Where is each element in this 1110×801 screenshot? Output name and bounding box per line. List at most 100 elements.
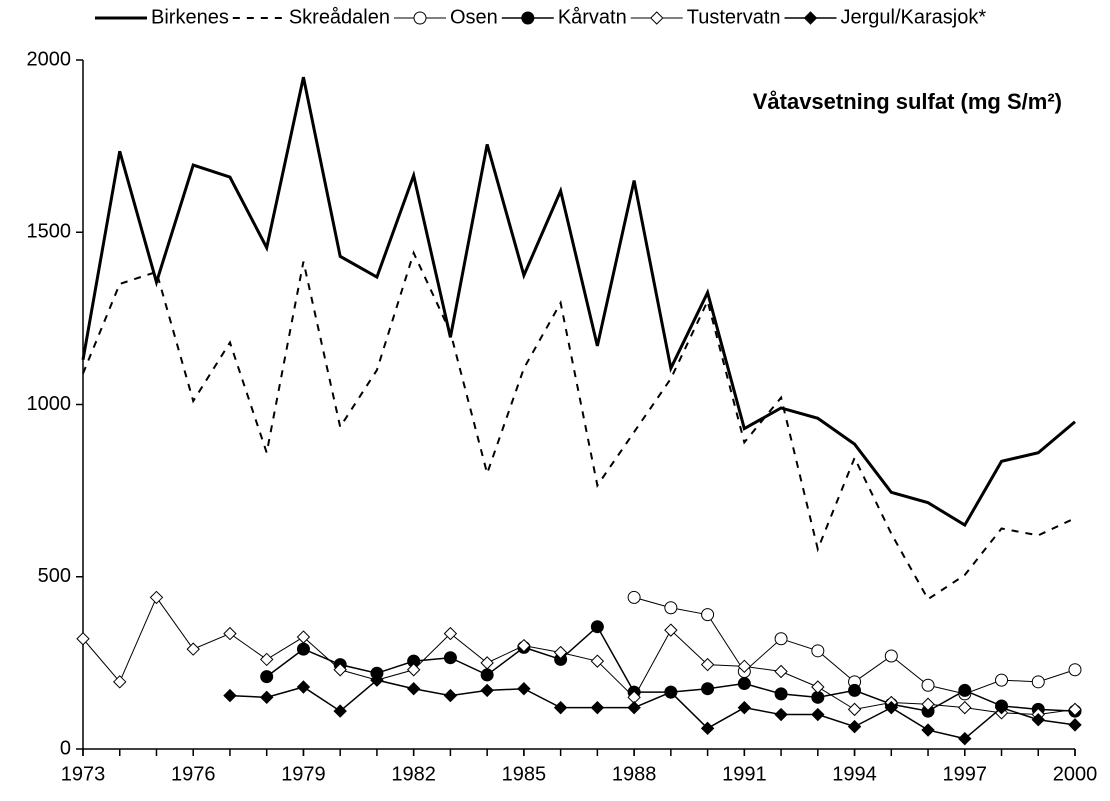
legend-entry: Osen: [394, 6, 498, 28]
point: [590, 620, 604, 634]
point: [921, 678, 935, 692]
point: [480, 683, 494, 698]
point: [443, 688, 458, 703]
legend-marker: [650, 11, 664, 25]
point: [664, 623, 678, 637]
point: [700, 657, 715, 672]
point: [443, 626, 458, 641]
point: [848, 683, 862, 697]
series-line: [81, 76, 1076, 528]
point: [259, 652, 274, 667]
y-tick-label: 2000: [27, 48, 72, 70]
point: [1068, 663, 1082, 677]
legend-label: Skreådalen: [289, 6, 390, 28]
point: [664, 601, 678, 615]
legend-label: Tustervatn: [687, 6, 781, 28]
point: [149, 590, 164, 605]
point: [296, 680, 311, 694]
point: [847, 719, 862, 734]
x-tick-label: 1976: [171, 763, 216, 785]
legend-label: Birkenes: [151, 6, 229, 28]
point: [113, 675, 127, 689]
point: [480, 656, 494, 670]
point: [737, 659, 752, 674]
legend-label: Kårvatn: [558, 6, 627, 28]
point: [774, 687, 788, 701]
series-line: [82, 250, 1076, 601]
point: [701, 608, 715, 622]
point: [333, 704, 347, 718]
point: [774, 707, 788, 722]
point: [958, 731, 972, 746]
x-tick-label: 1994: [832, 763, 877, 785]
point: [443, 651, 457, 665]
legend-label: Jergul/Karasjok*: [841, 6, 987, 28]
point: [517, 682, 531, 696]
x-tick-label: 1982: [391, 763, 436, 785]
point: [884, 649, 898, 663]
point: [296, 642, 310, 656]
point: [811, 707, 825, 722]
point: [590, 700, 605, 715]
point: [1031, 675, 1045, 689]
point: [1068, 718, 1082, 732]
series-line: [229, 679, 1076, 740]
point: [995, 673, 1009, 687]
point: [223, 626, 237, 641]
point: [186, 642, 200, 656]
x-tick-label: 1973: [61, 763, 106, 785]
legend-label: Osen: [450, 6, 498, 28]
point: [259, 690, 274, 705]
point: [76, 632, 90, 646]
series-line: [82, 596, 1076, 716]
point: [994, 700, 1009, 715]
x-tick-label: 1985: [502, 763, 547, 785]
point: [958, 700, 972, 715]
y-tick-label: 1000: [27, 393, 72, 415]
point: [774, 664, 788, 679]
legend-entry: Tustervatn: [630, 6, 781, 28]
point: [517, 638, 531, 653]
point: [590, 654, 605, 668]
point: [223, 688, 237, 703]
legend-marker: [521, 11, 535, 25]
point: [260, 670, 274, 684]
chart-title: Våtavsetning sulfat (mg S/m²): [753, 89, 1062, 114]
point: [811, 680, 825, 694]
point: [847, 702, 862, 717]
legend-marker: [803, 11, 818, 25]
point: [958, 683, 972, 697]
point: [884, 700, 899, 715]
point: [553, 700, 568, 715]
legend-entry: Birkenes: [95, 6, 229, 28]
x-tick-label: 2000: [1053, 763, 1098, 785]
point: [333, 663, 347, 677]
y-tick-label: 1500: [27, 221, 72, 243]
point: [480, 668, 494, 682]
point: [921, 697, 935, 711]
legend-entry: Skreådalen: [232, 6, 390, 28]
point: [406, 682, 421, 696]
point: [700, 721, 715, 736]
legend-entry: Kårvatn: [501, 6, 627, 28]
point: [627, 700, 641, 715]
legend-entry: Jergul/Karasjok*: [784, 6, 987, 28]
y-tick-label: 0: [60, 737, 71, 759]
point: [811, 644, 825, 658]
point: [664, 685, 678, 699]
point: [370, 673, 384, 687]
point: [627, 590, 641, 604]
x-tick-label: 1979: [281, 763, 326, 785]
x-tick-label: 1988: [612, 763, 657, 785]
point: [1031, 713, 1045, 727]
point: [553, 645, 568, 660]
point: [296, 630, 311, 644]
point: [737, 700, 752, 715]
point: [1068, 702, 1082, 717]
point: [921, 723, 935, 737]
point: [701, 682, 715, 696]
point: [737, 677, 751, 691]
legend-marker: [413, 11, 427, 25]
point: [774, 632, 788, 646]
